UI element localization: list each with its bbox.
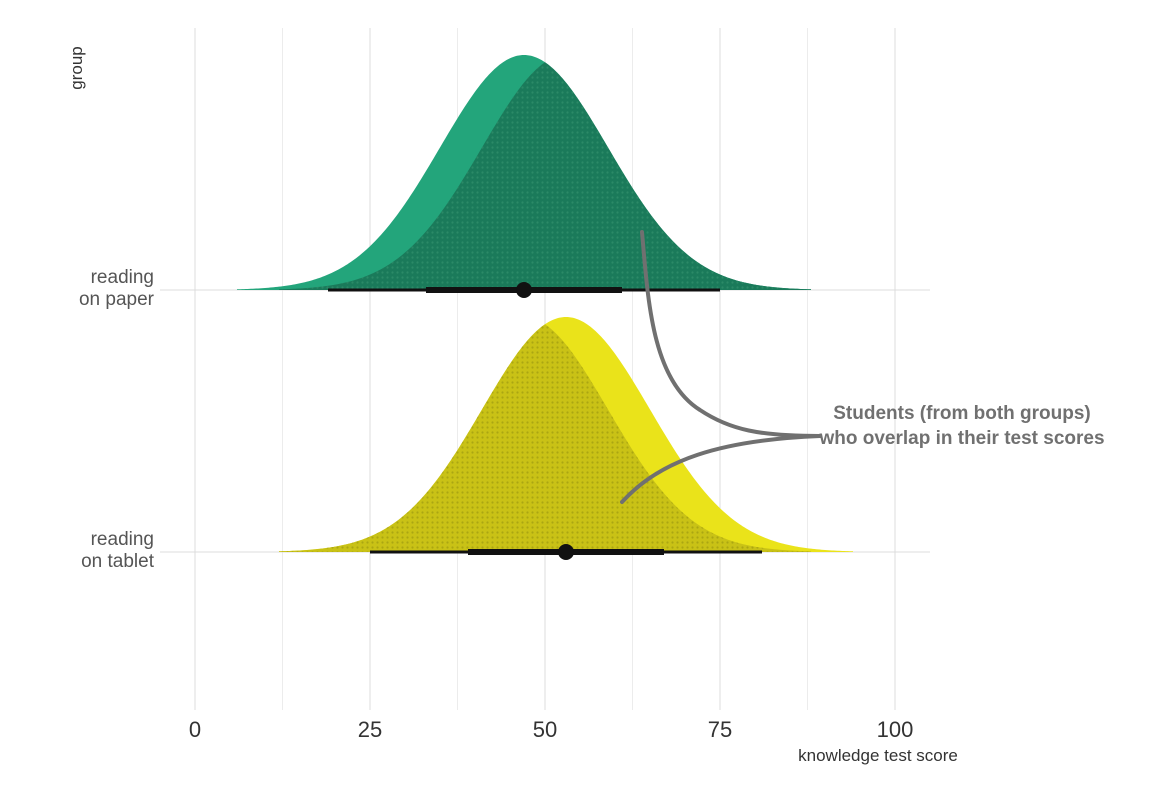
annotation-layer: Students (from both groups) who overlap i… [620,230,1105,504]
x-tick-label: 100 [877,717,914,742]
x-tick-label: 75 [708,717,732,742]
mean-point-1 [558,544,574,560]
overlap-dots-1 [279,324,811,552]
annotation-text: Students (from both groups) [833,403,1091,424]
x-tick-label: 0 [189,717,201,742]
group-label-line: reading [91,267,154,288]
annotation-arrow-upper [640,230,822,438]
x-tick-label: 25 [358,717,382,742]
annotation-arrow-lower [620,434,822,504]
density-layer [237,55,853,552]
mean-point-0 [516,282,532,298]
x-axis-title: knowledge test score [798,746,958,765]
x-tick-label: 50 [533,717,557,742]
group-label-line: reading [91,529,154,550]
group-label-line: on tablet [81,551,155,572]
group-label-line: on paper [79,289,155,310]
interval-layer [328,282,762,560]
overlap-dots-0 [279,62,811,291]
annotation-text: who overlap in their test scores [818,428,1104,449]
y-axis-title: group [67,46,86,89]
